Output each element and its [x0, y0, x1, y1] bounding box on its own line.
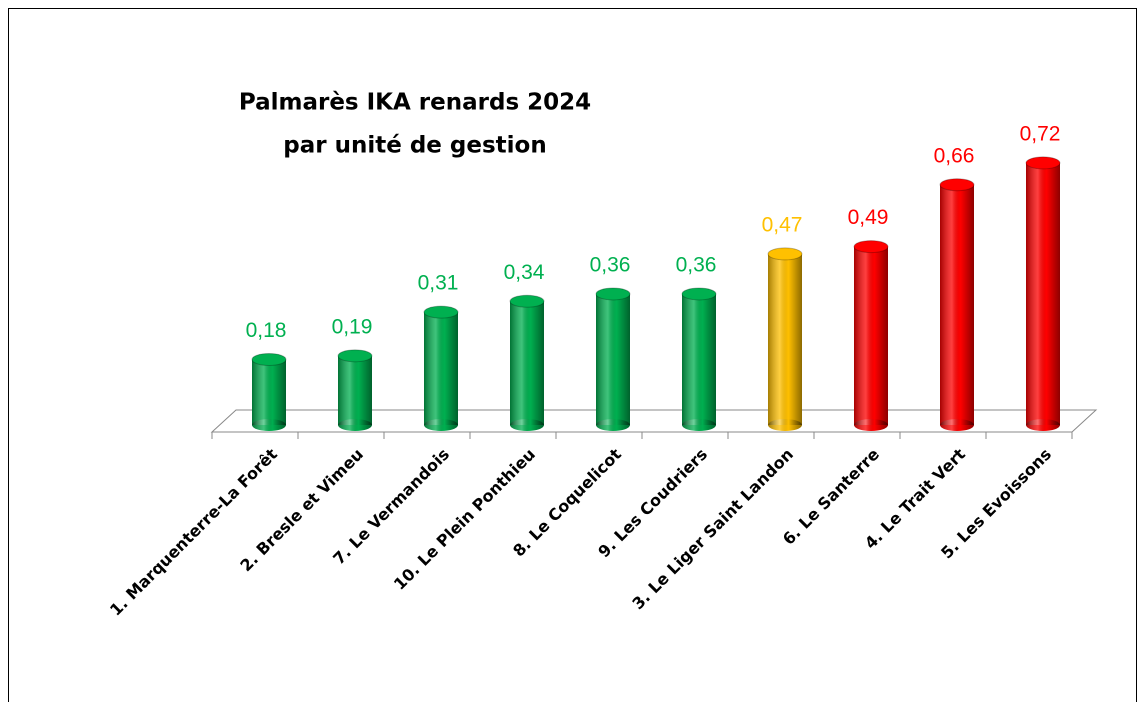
bar-shade [768, 253, 802, 425]
bar-base-shade [510, 419, 544, 431]
value-label: 0,49 [848, 206, 889, 229]
value-label: 0,31 [418, 272, 459, 295]
bar-shade [682, 293, 716, 425]
bar-base-shade [252, 419, 286, 431]
bar-base-shade [682, 419, 716, 431]
bar-top [767, 247, 803, 261]
chart-subtitle: par unité de gestion [283, 133, 546, 159]
bar-top [423, 305, 459, 319]
x-tick-label: 1. Marquenterre-La Forêt [106, 444, 281, 619]
bar-top [251, 352, 287, 366]
bar-top [853, 240, 889, 254]
bar-top [1025, 156, 1061, 170]
bar-base-shade [596, 419, 630, 431]
x-tick-label: 3. Le Liger Saint Landon [628, 445, 797, 614]
bar-shade [252, 359, 286, 425]
value-label: 0,36 [676, 254, 717, 277]
value-label: 0,36 [590, 254, 631, 277]
bar-top [509, 294, 545, 308]
bar-base-shade [768, 419, 802, 431]
bar-shade [854, 246, 888, 425]
bar-base-shade [854, 419, 888, 431]
frame [8, 8, 1137, 702]
value-label: 0,47 [762, 213, 803, 236]
bar-top [337, 349, 373, 363]
bar-base-shade [424, 419, 458, 431]
bar-base-shade [940, 419, 974, 431]
value-label: 0,66 [934, 144, 975, 167]
bar-top [939, 178, 975, 192]
bar-top [595, 287, 631, 301]
bar-shade [510, 301, 544, 425]
value-label: 0,18 [246, 319, 287, 342]
chart-title: Palmarès IKA renards 2024 [239, 90, 591, 116]
bar-shade [940, 184, 974, 425]
bar-shade [1026, 162, 1060, 426]
value-label: 0,72 [1020, 122, 1061, 145]
bar-shade [424, 312, 458, 425]
x-tick-label: 10. Le Plein Ponthieu [390, 445, 539, 594]
bar-base-shade [338, 419, 372, 431]
bar-shade [596, 293, 630, 425]
bar-base-shade [1026, 419, 1060, 431]
bar-shade [338, 355, 372, 425]
value-label: 0,34 [504, 261, 545, 284]
bar-top [681, 287, 717, 301]
value-label: 0,19 [332, 315, 373, 338]
